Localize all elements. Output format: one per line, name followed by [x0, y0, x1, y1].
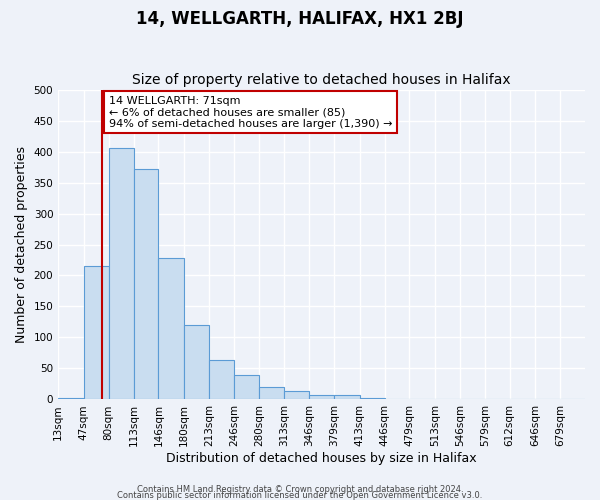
- Bar: [385, 399, 409, 400]
- Bar: [485, 399, 509, 400]
- Text: 14, WELLGARTH, HALIFAX, HX1 2BJ: 14, WELLGARTH, HALIFAX, HX1 2BJ: [136, 10, 464, 28]
- Bar: [259, 387, 284, 400]
- Bar: [409, 399, 435, 400]
- Bar: [134, 169, 158, 400]
- Text: Contains HM Land Registry data © Crown copyright and database right 2024.: Contains HM Land Registry data © Crown c…: [137, 484, 463, 494]
- Title: Size of property relative to detached houses in Halifax: Size of property relative to detached ho…: [132, 73, 511, 87]
- Bar: [560, 399, 585, 400]
- Bar: [109, 148, 134, 400]
- Bar: [84, 266, 109, 400]
- Bar: [158, 258, 184, 400]
- Bar: [284, 391, 309, 400]
- Bar: [309, 395, 334, 400]
- X-axis label: Distribution of detached houses by size in Halifax: Distribution of detached houses by size …: [166, 452, 477, 465]
- Y-axis label: Number of detached properties: Number of detached properties: [15, 146, 28, 343]
- Bar: [359, 398, 385, 400]
- Bar: [184, 325, 209, 400]
- Text: 14 WELLGARTH: 71sqm
← 6% of detached houses are smaller (85)
94% of semi-detache: 14 WELLGARTH: 71sqm ← 6% of detached hou…: [109, 96, 392, 129]
- Bar: [234, 374, 259, 400]
- Bar: [58, 398, 84, 400]
- Bar: [334, 395, 359, 400]
- Bar: [209, 360, 234, 400]
- Text: Contains public sector information licensed under the Open Government Licence v3: Contains public sector information licen…: [118, 491, 482, 500]
